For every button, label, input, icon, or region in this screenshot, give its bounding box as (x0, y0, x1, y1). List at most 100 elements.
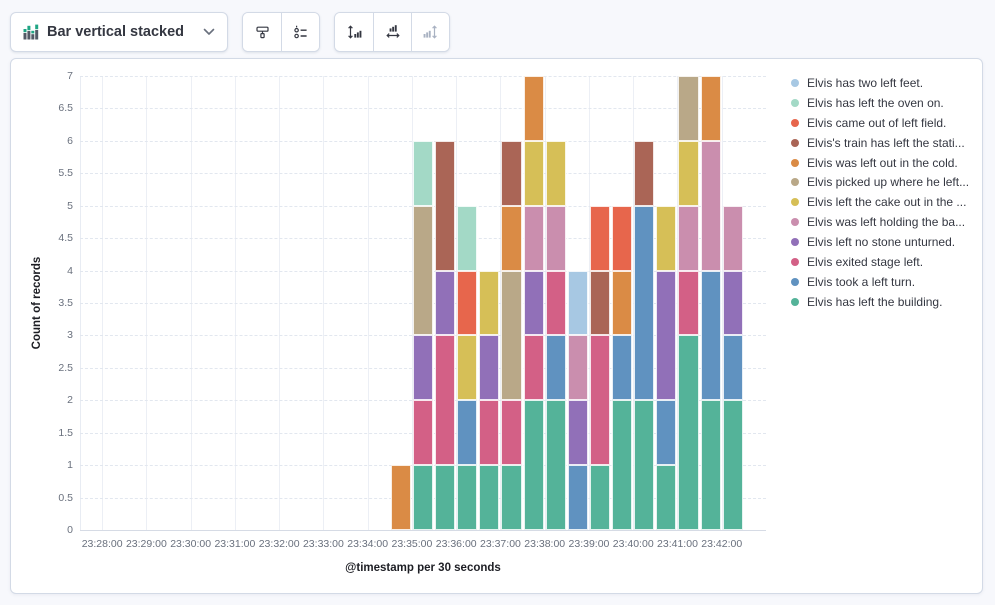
y-tick-label: 0.5 (58, 491, 73, 504)
bar-segment[interactable] (589, 465, 611, 530)
bar-segment[interactable] (612, 400, 633, 530)
bar-segment[interactable] (479, 465, 500, 530)
legend-item[interactable]: Elvis picked up where he left... (791, 172, 969, 192)
legend-item[interactable]: Elvis came out of left field. (791, 113, 969, 133)
bar-segment[interactable] (412, 205, 434, 336)
bar-segment[interactable] (678, 205, 699, 271)
bar-segment[interactable] (678, 76, 699, 141)
bar-segment[interactable] (545, 270, 566, 336)
style-button-group (242, 12, 320, 52)
bar-segment[interactable] (567, 270, 588, 336)
bar-segment[interactable] (501, 270, 522, 401)
bar-segment[interactable] (567, 465, 588, 530)
bar-segment[interactable] (412, 465, 434, 530)
bar-segment[interactable] (656, 205, 677, 271)
bottom-axis-button[interactable] (373, 13, 411, 51)
bar-segment[interactable] (700, 270, 721, 401)
bar-segment[interactable] (435, 335, 456, 466)
bar-segment[interactable] (501, 205, 522, 271)
legend-item[interactable]: Elvis left no stone unturned. (791, 232, 969, 252)
legend-item[interactable]: Elvis took a left turn. (791, 272, 969, 292)
bar-segment[interactable] (435, 465, 456, 530)
x-tick-label: 23:32:00 (258, 538, 300, 550)
bar-segment[interactable] (678, 335, 699, 530)
bar-segment[interactable] (634, 205, 655, 401)
bar-segment[interactable] (722, 270, 743, 336)
bar-segment[interactable] (589, 270, 611, 336)
bar-segment[interactable] (678, 270, 699, 336)
bar-segment[interactable] (612, 335, 633, 401)
bar-segment[interactable] (656, 465, 677, 530)
legend-item[interactable]: Elvis exited stage left. (791, 252, 969, 272)
legend-swatch (791, 198, 799, 207)
bar-segment[interactable] (612, 205, 633, 271)
legend-swatch (791, 138, 799, 147)
bar-segment[interactable] (523, 76, 544, 141)
bar-segment[interactable] (390, 465, 411, 530)
bar-segment[interactable] (523, 140, 544, 206)
legend-swatch (791, 78, 799, 87)
bar-segment[interactable] (457, 335, 478, 401)
bar-segment[interactable] (523, 270, 544, 336)
legend-item[interactable]: Elvis was left out in the cold. (791, 153, 969, 173)
bar-segment[interactable] (678, 140, 699, 206)
bar-segment[interactable] (700, 400, 721, 530)
bar-segment[interactable] (722, 335, 743, 401)
legend-item[interactable]: Elvis was left holding the ba... (791, 212, 969, 232)
legend-swatch (791, 118, 799, 127)
bar-vertical-stacked-icon (23, 24, 39, 40)
bar-segment[interactable] (479, 400, 500, 466)
bar-segment[interactable] (435, 270, 456, 336)
x-tick-label: 23:30:00 (170, 538, 212, 550)
bar-segment[interactable] (656, 270, 677, 401)
y-tick-label: 1 (67, 459, 73, 472)
bar-segment[interactable] (501, 465, 522, 530)
bar-segment[interactable] (457, 400, 478, 466)
bar-segment[interactable] (722, 400, 743, 530)
bar-segment[interactable] (457, 465, 478, 530)
left-axis-button[interactable] (335, 13, 373, 51)
bar-segment[interactable] (722, 205, 743, 271)
legend-label: Elvis left no stone unturned. (807, 235, 956, 250)
bottom-axis-icon (385, 24, 401, 40)
bar-segment[interactable] (457, 205, 478, 271)
bar-segment[interactable] (435, 140, 456, 271)
right-axis-button[interactable] (411, 13, 449, 51)
visual-options-button[interactable] (243, 13, 281, 51)
chart-type-dropdown[interactable]: Bar vertical stacked (10, 12, 228, 52)
bar-segment[interactable] (700, 140, 721, 271)
legend-item[interactable]: Elvis has two left feet. (791, 73, 969, 93)
legend-item[interactable]: Elvis has left the oven on. (791, 93, 969, 113)
legend-item[interactable]: Elvis left the cake out in the ... (791, 192, 969, 212)
bar-segment[interactable] (545, 205, 566, 271)
bar-segment[interactable] (457, 270, 478, 336)
bar-segment[interactable] (634, 140, 655, 206)
bar-segment[interactable] (567, 400, 588, 466)
bar-segment[interactable] (589, 205, 611, 271)
legend-item[interactable]: Elvis has left the building. (791, 292, 969, 312)
bar-segment[interactable] (501, 140, 522, 206)
bar-segment[interactable] (700, 76, 721, 141)
y-tick-label: 4 (67, 264, 73, 277)
bar-segment[interactable] (479, 270, 500, 336)
bar-segment[interactable] (634, 400, 655, 530)
y-tick-label: 6.5 (58, 102, 73, 115)
bar-segment[interactable] (523, 400, 544, 530)
bar-segment[interactable] (612, 270, 633, 336)
legend-button[interactable] (281, 13, 319, 51)
bar-segment[interactable] (567, 335, 588, 401)
bar-segment[interactable] (656, 400, 677, 466)
bar-segment[interactable] (412, 400, 434, 466)
bar-segment[interactable] (412, 140, 434, 206)
bar-segment[interactable] (589, 335, 611, 466)
bar-segment[interactable] (501, 400, 522, 466)
bar-segment[interactable] (412, 335, 434, 401)
legend-swatch (791, 277, 799, 286)
bar-segment[interactable] (545, 400, 566, 530)
bar-segment[interactable] (523, 335, 544, 401)
legend-item[interactable]: Elvis's train has left the stati... (791, 133, 969, 153)
bar-segment[interactable] (479, 335, 500, 401)
bar-segment[interactable] (545, 335, 566, 401)
bar-segment[interactable] (523, 205, 544, 271)
bar-segment[interactable] (545, 140, 566, 206)
